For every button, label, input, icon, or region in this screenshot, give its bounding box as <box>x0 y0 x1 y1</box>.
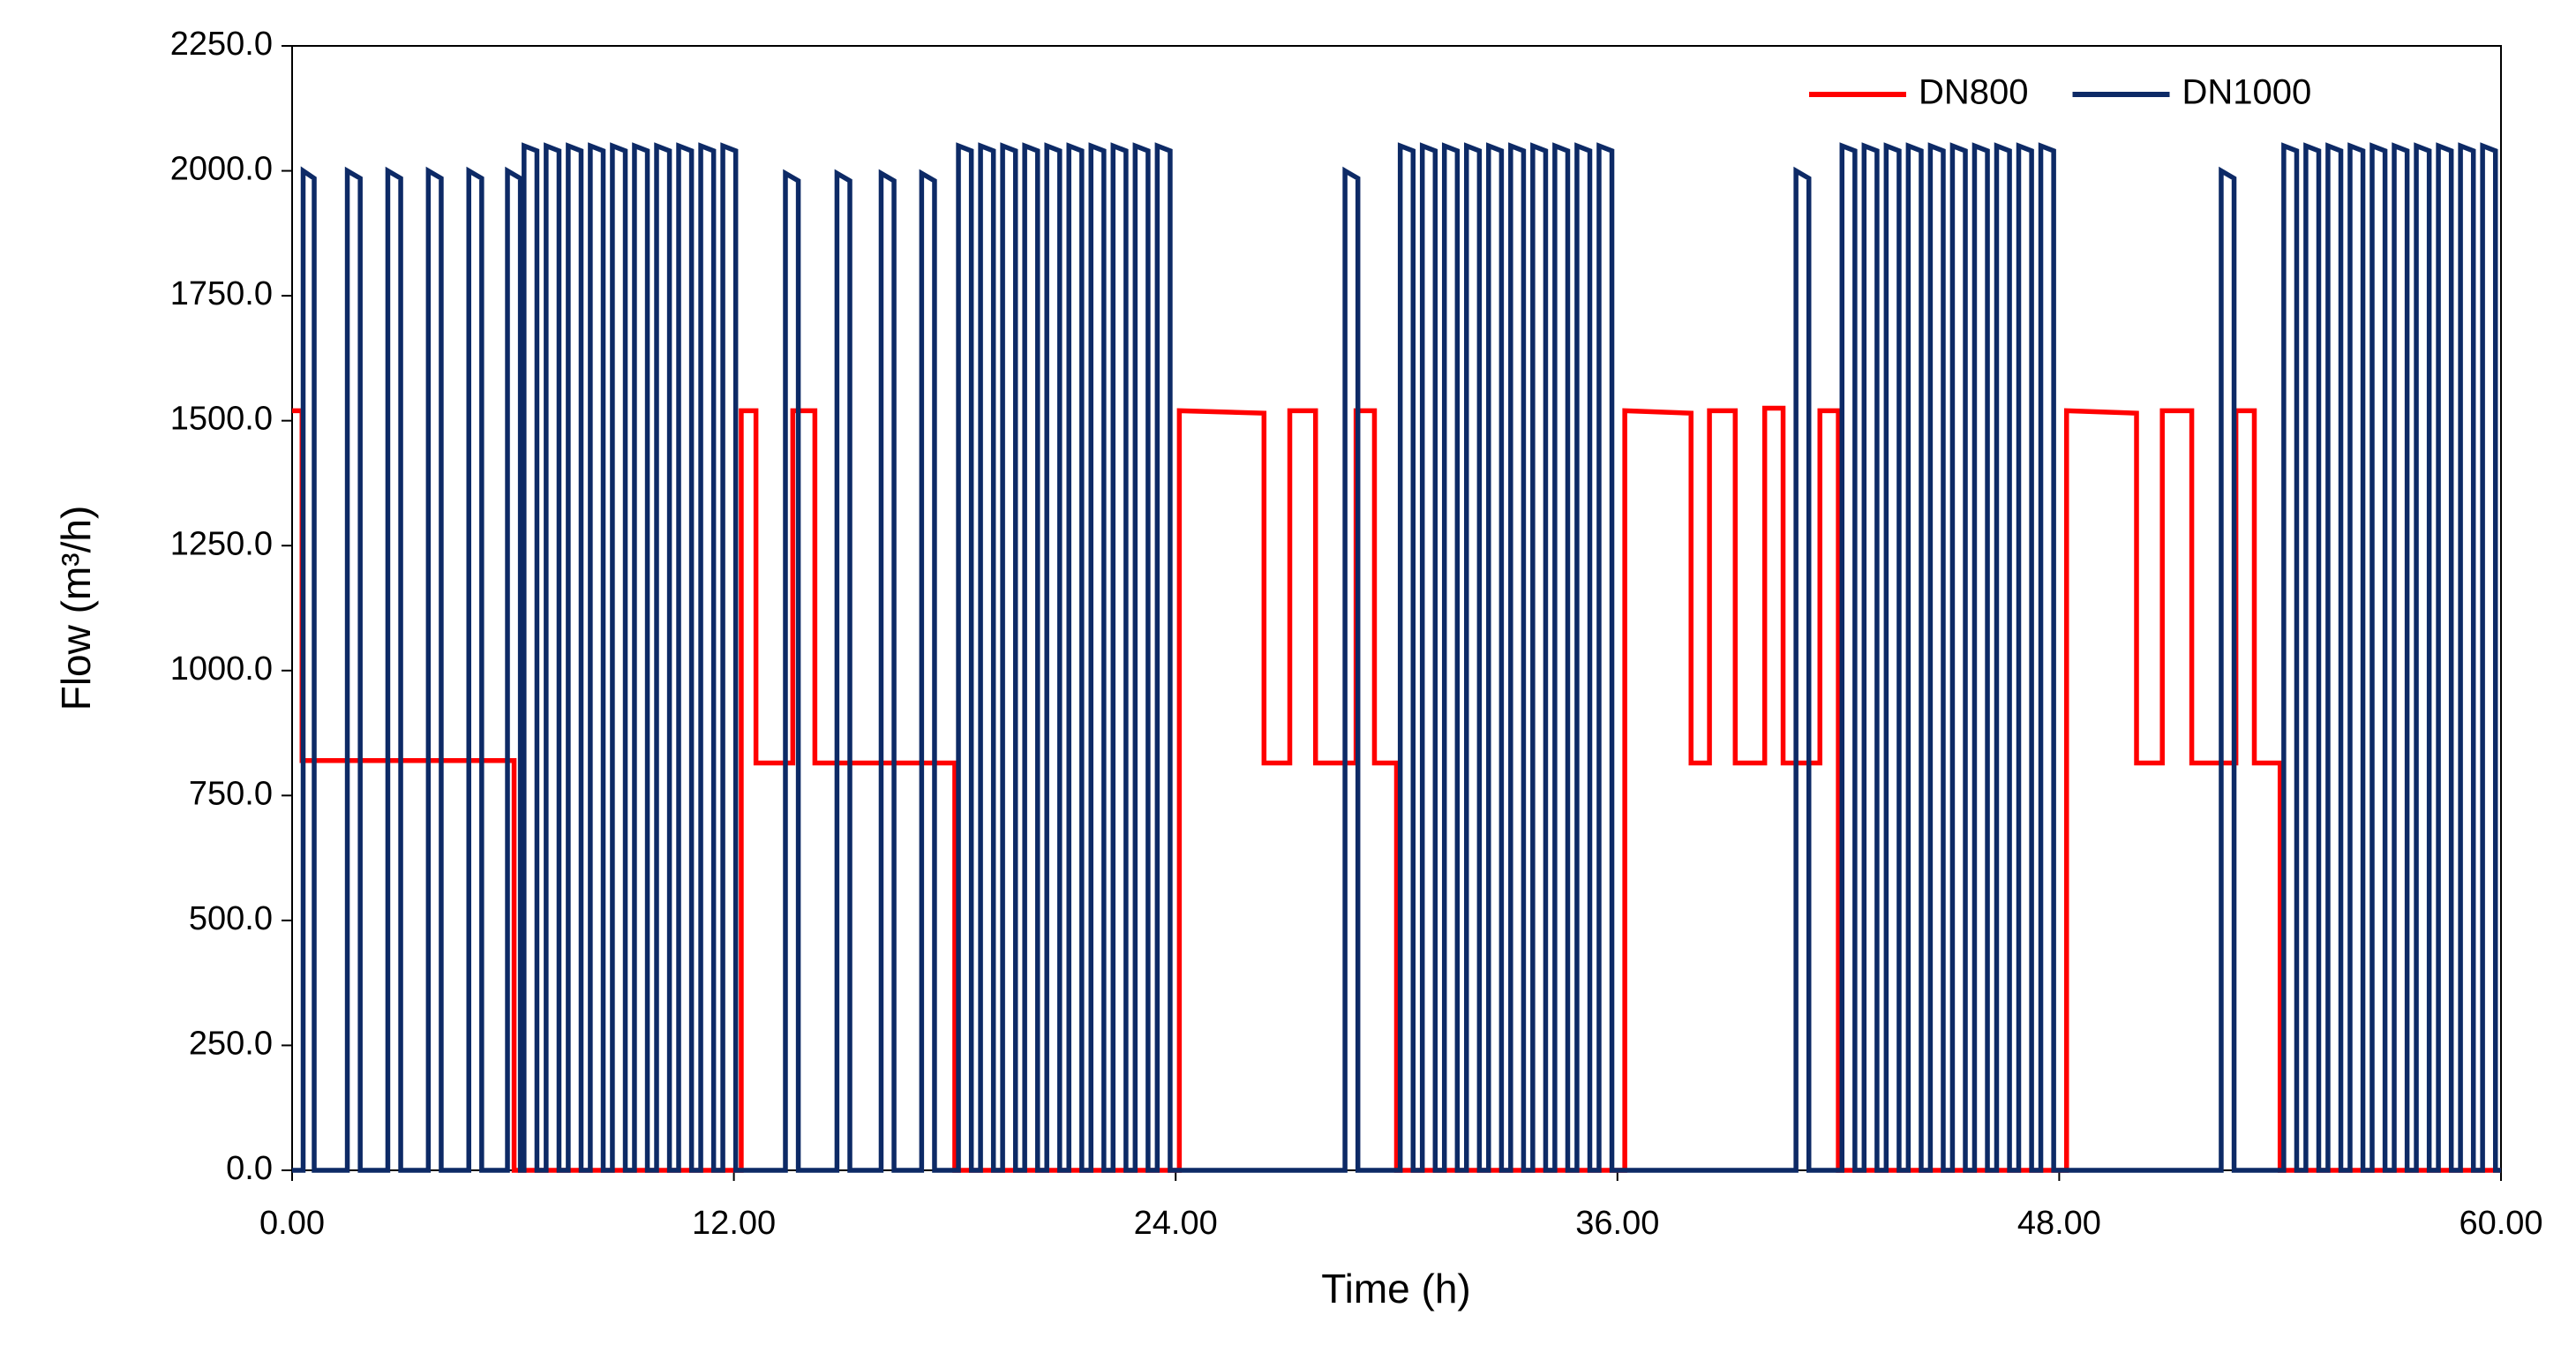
x-tick-label: 60.00 <box>2459 1205 2542 1242</box>
y-tick-label: 1500.0 <box>170 401 273 438</box>
y-tick-label: 1750.0 <box>170 275 273 312</box>
x-axis-title: Time (h) <box>1321 1266 1471 1312</box>
y-tick-label: 500.0 <box>189 900 273 937</box>
y-tick-label: 2000.0 <box>170 151 273 188</box>
x-tick-label: 36.00 <box>1575 1205 1659 1242</box>
series-line <box>292 405 2501 1173</box>
x-tick-label: 0.00 <box>259 1205 325 1242</box>
y-tick-label: 250.0 <box>189 1025 273 1062</box>
legend-label: DN800 <box>1919 73 2029 112</box>
x-tick-label: 48.00 <box>2017 1205 2101 1242</box>
x-tick-label: 12.00 <box>692 1205 776 1242</box>
y-tick-label: 0.0 <box>226 1150 273 1187</box>
series-line <box>292 142 2501 1173</box>
y-axis-title: Flow (m³/h) <box>53 506 99 711</box>
x-tick-label: 24.00 <box>1134 1205 1218 1242</box>
y-tick-label: 2250.0 <box>170 26 273 63</box>
y-tick-label: 1250.0 <box>170 525 273 562</box>
y-tick-label: 750.0 <box>189 775 273 812</box>
y-tick-label: 1000.0 <box>170 650 273 688</box>
legend-label: DN1000 <box>2182 73 2312 112</box>
